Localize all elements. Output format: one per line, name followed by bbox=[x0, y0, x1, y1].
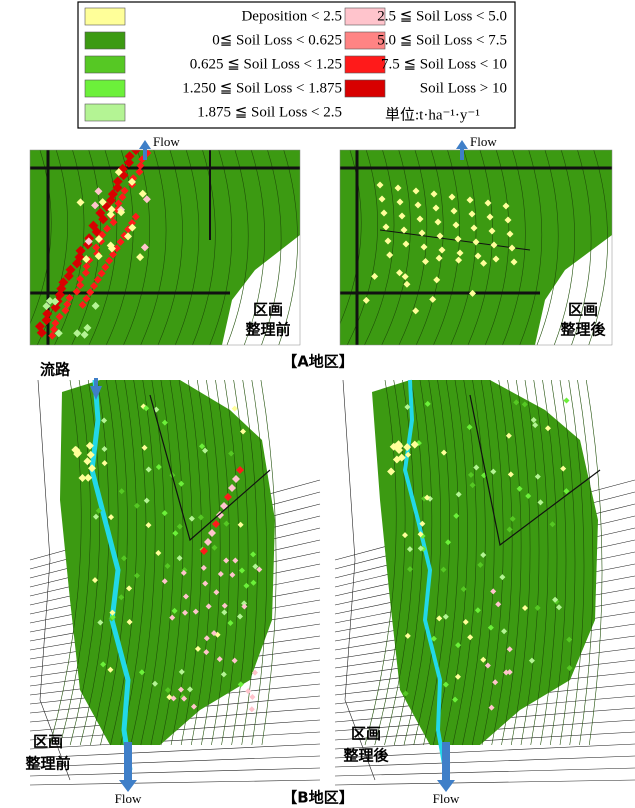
stage-label: 区画 bbox=[253, 301, 283, 319]
cell bbox=[249, 694, 255, 700]
legend-label: 0.625 ≦ Soil Loss < 1.25 bbox=[190, 56, 342, 72]
contour bbox=[30, 744, 320, 758]
cell bbox=[563, 398, 569, 404]
legend-label: 2.5 ≦ Soil Loss < 5.0 bbox=[377, 8, 507, 24]
legend-swatch bbox=[345, 80, 385, 97]
stage-label: 整理前 bbox=[245, 321, 290, 339]
cell bbox=[232, 406, 238, 412]
legend-label: 1.875 ≦ Soil Loss < 2.5 bbox=[197, 104, 342, 120]
contour bbox=[30, 732, 320, 749]
legend-swatch bbox=[85, 80, 125, 97]
legend-swatch bbox=[345, 56, 385, 73]
section-label: 【A地区】 bbox=[282, 353, 354, 371]
map-b-before bbox=[30, 380, 320, 785]
cell bbox=[249, 706, 255, 712]
stage-label: 整理前 bbox=[25, 755, 70, 773]
stage-label: 区画 bbox=[351, 725, 381, 743]
stage-label: 区画 bbox=[33, 733, 63, 751]
stage-label: 区画 bbox=[568, 301, 598, 319]
cell bbox=[245, 688, 251, 694]
legend-label: 7.5 ≦ Soil Loss < 10 bbox=[381, 56, 507, 72]
channel-label: 流路 bbox=[40, 361, 71, 379]
stage-label: 整理後 bbox=[560, 321, 606, 339]
flow-label: Flow bbox=[470, 134, 497, 149]
legend-label: 0≦ Soil Loss < 0.625 bbox=[212, 32, 342, 48]
legend-label: 1.250 ≦ Soil Loss < 1.875 bbox=[182, 80, 342, 96]
flow-label: Flow bbox=[115, 791, 142, 806]
figure: Deposition < 2.5 0≦ Soil Loss < 0.625 0.62… bbox=[0, 0, 635, 808]
flow-label: Flow bbox=[153, 134, 180, 149]
contour bbox=[335, 780, 635, 785]
legend-label: Soil Loss > 10 bbox=[420, 80, 507, 96]
legend-swatch bbox=[85, 8, 125, 25]
legend-swatch bbox=[85, 104, 125, 121]
legend-swatch bbox=[85, 32, 125, 49]
stage-label: 整理後 bbox=[343, 747, 389, 765]
contour bbox=[30, 780, 320, 785]
flow-label: Flow bbox=[433, 791, 460, 806]
section-label: 【B地区】 bbox=[282, 789, 353, 807]
legend-label: Deposition < 2.5 bbox=[241, 8, 342, 24]
flow-arrow bbox=[119, 742, 137, 792]
legend-unit: 単位:t·ha⁻¹·y⁻¹ bbox=[385, 106, 480, 123]
contour bbox=[30, 756, 320, 767]
contour bbox=[335, 768, 635, 776]
contour bbox=[30, 768, 320, 776]
legend-swatch bbox=[85, 56, 125, 73]
legend-label: 5.0 ≦ Soil Loss < 7.5 bbox=[377, 32, 507, 48]
